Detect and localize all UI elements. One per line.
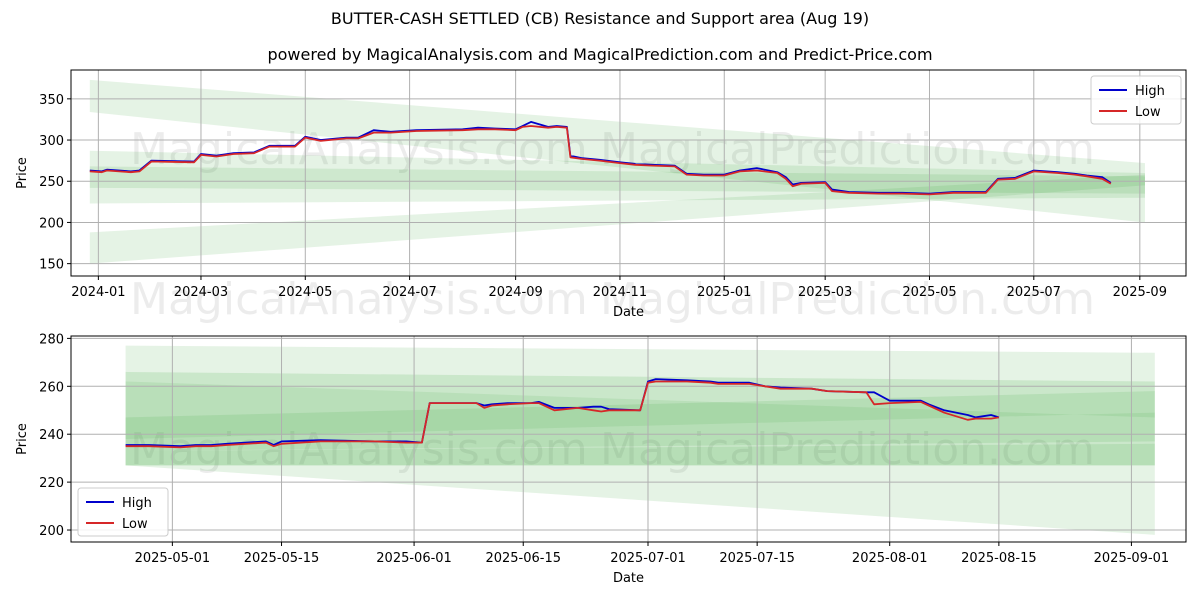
x-tick-label: 2024-05 — [278, 285, 332, 300]
x-tick-label: 2025-06-15 — [485, 551, 561, 566]
y-tick-label: 200 — [39, 524, 64, 539]
series-line-low — [89, 125, 1112, 196]
x-tick-label: 2025-09-01 — [1094, 551, 1170, 566]
chart-panel-1: MagicalAnalysis.com MagicalPrediction.com… — [15, 69, 1187, 325]
x-tick-label: 2024-09 — [488, 285, 542, 300]
y-tick-label: 300 — [39, 134, 64, 149]
legend: High Low — [77, 487, 169, 537]
x-tick-label: 2025-08-01 — [852, 551, 928, 566]
band — [89, 166, 1145, 194]
y-tick-label: 260 — [39, 380, 64, 395]
legend-label-high: High — [122, 496, 152, 511]
watermark: MagicalPrediction.com — [600, 124, 1095, 175]
x-tick-label: 2025-07-01 — [610, 551, 686, 566]
chart-subtitle: powered by MagicalAnalysis.com and Magic… — [267, 45, 933, 64]
legend: High Low — [1090, 75, 1182, 125]
x-tick-label: 2025-05 — [902, 285, 956, 300]
x-axis-label: Date — [613, 305, 644, 320]
y-tick-label: 280 — [39, 332, 64, 347]
legend-label-high: High — [1135, 84, 1165, 99]
plot-area — [71, 336, 1186, 542]
y-axis-label: Price — [15, 423, 30, 455]
x-tick-label: 2024-07 — [382, 285, 436, 300]
y-tick-label: 350 — [39, 93, 64, 108]
x-tick-label: 2025-03 — [798, 285, 852, 300]
plot-frame — [70, 69, 1187, 277]
x-tick-label: 2025-09 — [1113, 285, 1167, 300]
y-tick-label: 200 — [39, 216, 64, 231]
plot-frame — [70, 335, 1187, 543]
band — [125, 391, 1155, 451]
x-tick-label: 2025-01 — [697, 285, 751, 300]
series-line-low — [125, 380, 1000, 449]
x-tick-label: 2024-01 — [71, 285, 125, 300]
band — [89, 174, 1145, 264]
y-tick-label: 150 — [39, 258, 64, 273]
band — [89, 79, 1145, 223]
chart-title: BUTTER-CASH SETTLED (CB) Resistance and … — [330, 9, 870, 28]
x-tick-label: 2024-11 — [593, 285, 647, 300]
chart-panel-2: MagicalAnalysis.com MagicalPrediction.com… — [15, 332, 1187, 586]
band — [125, 345, 1155, 382]
series-line-high — [125, 378, 1000, 448]
x-tick-label: 2024-03 — [174, 285, 228, 300]
y-tick-label: 240 — [39, 428, 64, 443]
watermark: MagicalAnalysis.com — [130, 124, 588, 175]
x-tick-label: 2025-06-01 — [376, 551, 452, 566]
watermark: MagicalAnalysis.com — [130, 274, 588, 325]
y-tick-label: 220 — [39, 476, 64, 491]
y-tick-label: 250 — [39, 175, 64, 190]
x-tick-label: 2025-05-01 — [135, 551, 211, 566]
x-tick-label: 2025-05-15 — [244, 551, 320, 566]
watermark: MagicalPrediction.com — [600, 424, 1095, 475]
band — [125, 443, 1155, 535]
legend-label-low: Low — [122, 517, 148, 532]
x-tick-label: 2025-07 — [1007, 285, 1061, 300]
watermark: MagicalAnalysis.com — [130, 424, 588, 475]
band — [89, 150, 1145, 204]
watermark: MagicalPrediction.com — [600, 274, 1095, 325]
x-tick-label: 2025-08-15 — [961, 551, 1037, 566]
x-axis-label: Date — [613, 571, 644, 586]
y-axis-label: Price — [15, 157, 30, 189]
legend-label-low: Low — [1135, 105, 1161, 120]
x-tick-label: 2025-07-15 — [719, 551, 795, 566]
plot-area — [71, 70, 1186, 276]
